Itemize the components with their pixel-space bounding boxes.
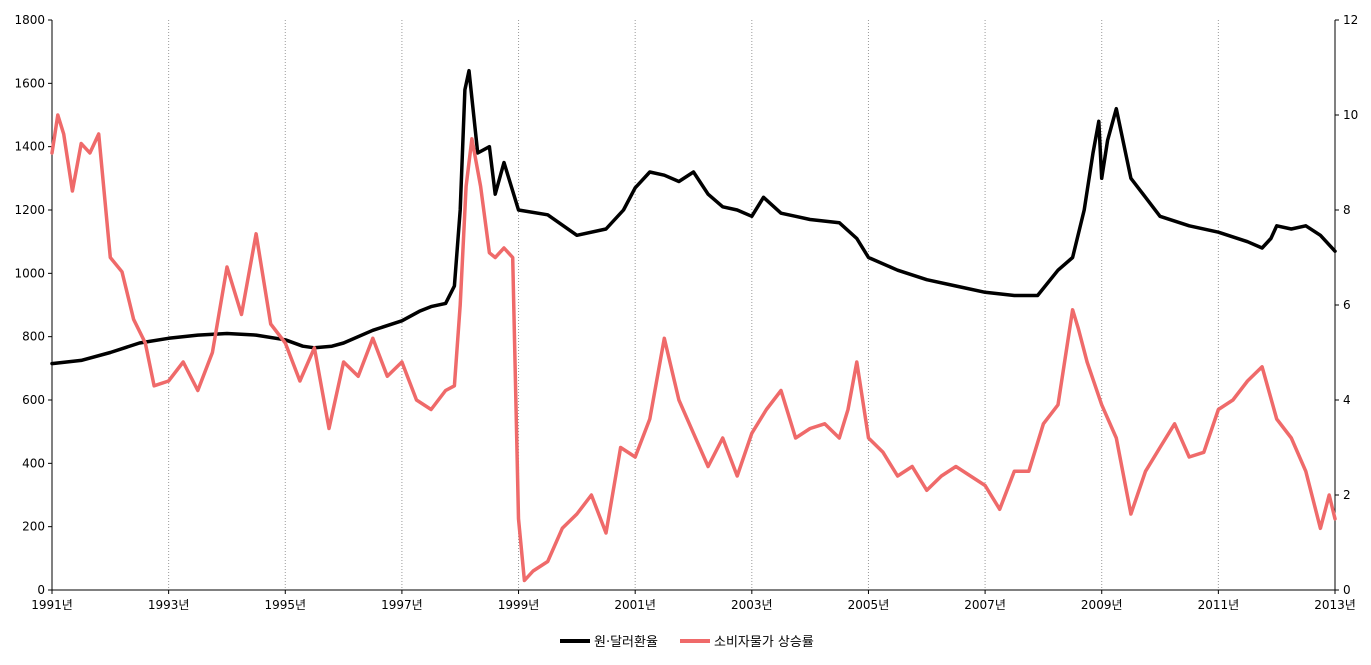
series-lines <box>50 68 1337 583</box>
legend-label-2: 소비자물가 상승률 <box>714 635 814 650</box>
y-tick-label-left: 200 <box>22 520 45 534</box>
x-tick-label: 2007년 <box>964 598 1006 612</box>
y-tick-label-left: 1800 <box>14 13 45 27</box>
y-tick-label-right: 4 <box>1343 393 1351 407</box>
y-tick-label-right: 8 <box>1343 203 1351 217</box>
y-tick-label-left: 1200 <box>14 203 45 217</box>
x-tick-label: 1993년 <box>148 598 190 612</box>
x-tick-label: 2013년 <box>1314 598 1356 612</box>
x-tick-label: 1997년 <box>381 598 423 612</box>
y-tick-label-left: 600 <box>22 393 45 407</box>
x-tick-label: 1995년 <box>264 598 306 612</box>
x-tick-label: 2001년 <box>614 598 656 612</box>
axes: 0 200 400 600 800 1000 1200 1400 1600 1800 0 2 4 6 8 10… <box>14 13 1358 612</box>
y-tick-label-right: 0 <box>1343 583 1351 597</box>
y-tick-label-left: 0 <box>37 583 45 597</box>
x-tick-label: 2003년 <box>731 598 773 612</box>
legend-label-1: 원·달러환율 <box>594 635 658 650</box>
x-tick-label: 2005년 <box>848 598 890 612</box>
y-tick-label-left: 800 <box>22 330 45 344</box>
series-line-1 <box>50 68 1337 366</box>
gridlines <box>168 20 1336 590</box>
y-tick-label-right: 10 <box>1343 108 1358 122</box>
y-tick-label-right: 12 <box>1343 13 1358 27</box>
y-tick-label-left: 1000 <box>14 266 45 280</box>
y-tick-label-right: 2 <box>1343 488 1351 502</box>
y-tick-label-left: 1400 <box>14 140 45 154</box>
legend: 원·달러환율 소비자물가 상승률 <box>560 635 814 650</box>
y-tick-label-left: 1600 <box>14 76 45 90</box>
x-tick-label: 1999년 <box>498 598 540 612</box>
x-tick-label: 2009년 <box>1081 598 1123 612</box>
y-tick-label-left: 400 <box>22 456 45 470</box>
y-tick-label-right: 6 <box>1343 298 1351 312</box>
x-tick-label: 1991년 <box>31 598 73 612</box>
x-tick-label: 2011년 <box>1198 598 1240 612</box>
series-line-2 <box>50 113 1337 583</box>
